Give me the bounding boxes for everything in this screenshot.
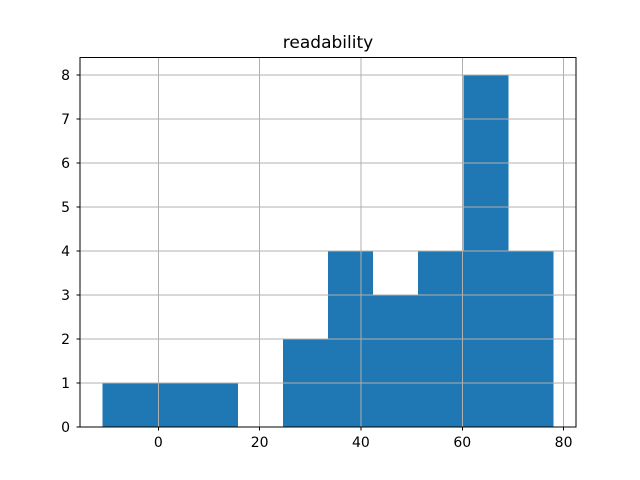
axes-border [79, 57, 577, 428]
y-tick-label: 6 [61, 156, 70, 172]
y-tick-label: 8 [61, 68, 70, 84]
y-tick-label: 7 [61, 112, 70, 128]
y-tick-label: 0 [61, 420, 70, 436]
y-tick-label: 5 [61, 200, 70, 216]
histogram-bar [192, 383, 238, 428]
x-tick-label: 20 [251, 435, 269, 451]
x-tick-label: 40 [352, 435, 370, 451]
y-tick-labels: 0 1 2 3 4 5 6 7 8 [61, 68, 70, 436]
y-tick-label: 4 [61, 244, 70, 260]
y-tick-label: 3 [61, 288, 70, 304]
y-tick-label: 1 [61, 376, 70, 392]
x-tick-label: 0 [154, 435, 163, 451]
histogram-bar [373, 295, 419, 428]
axes-spines [79, 57, 577, 428]
grid-lines [80, 57, 576, 428]
chart-title: readability [283, 33, 373, 53]
axis-ticks [76, 74, 565, 431]
y-tick-label: 2 [61, 332, 70, 348]
histogram-bar [102, 383, 148, 428]
x-tick-labels: 0 20 40 60 80 [154, 435, 573, 451]
x-tick-label: 60 [453, 435, 471, 451]
x-tick-label: 80 [555, 435, 573, 451]
histogram-bar [147, 383, 193, 428]
